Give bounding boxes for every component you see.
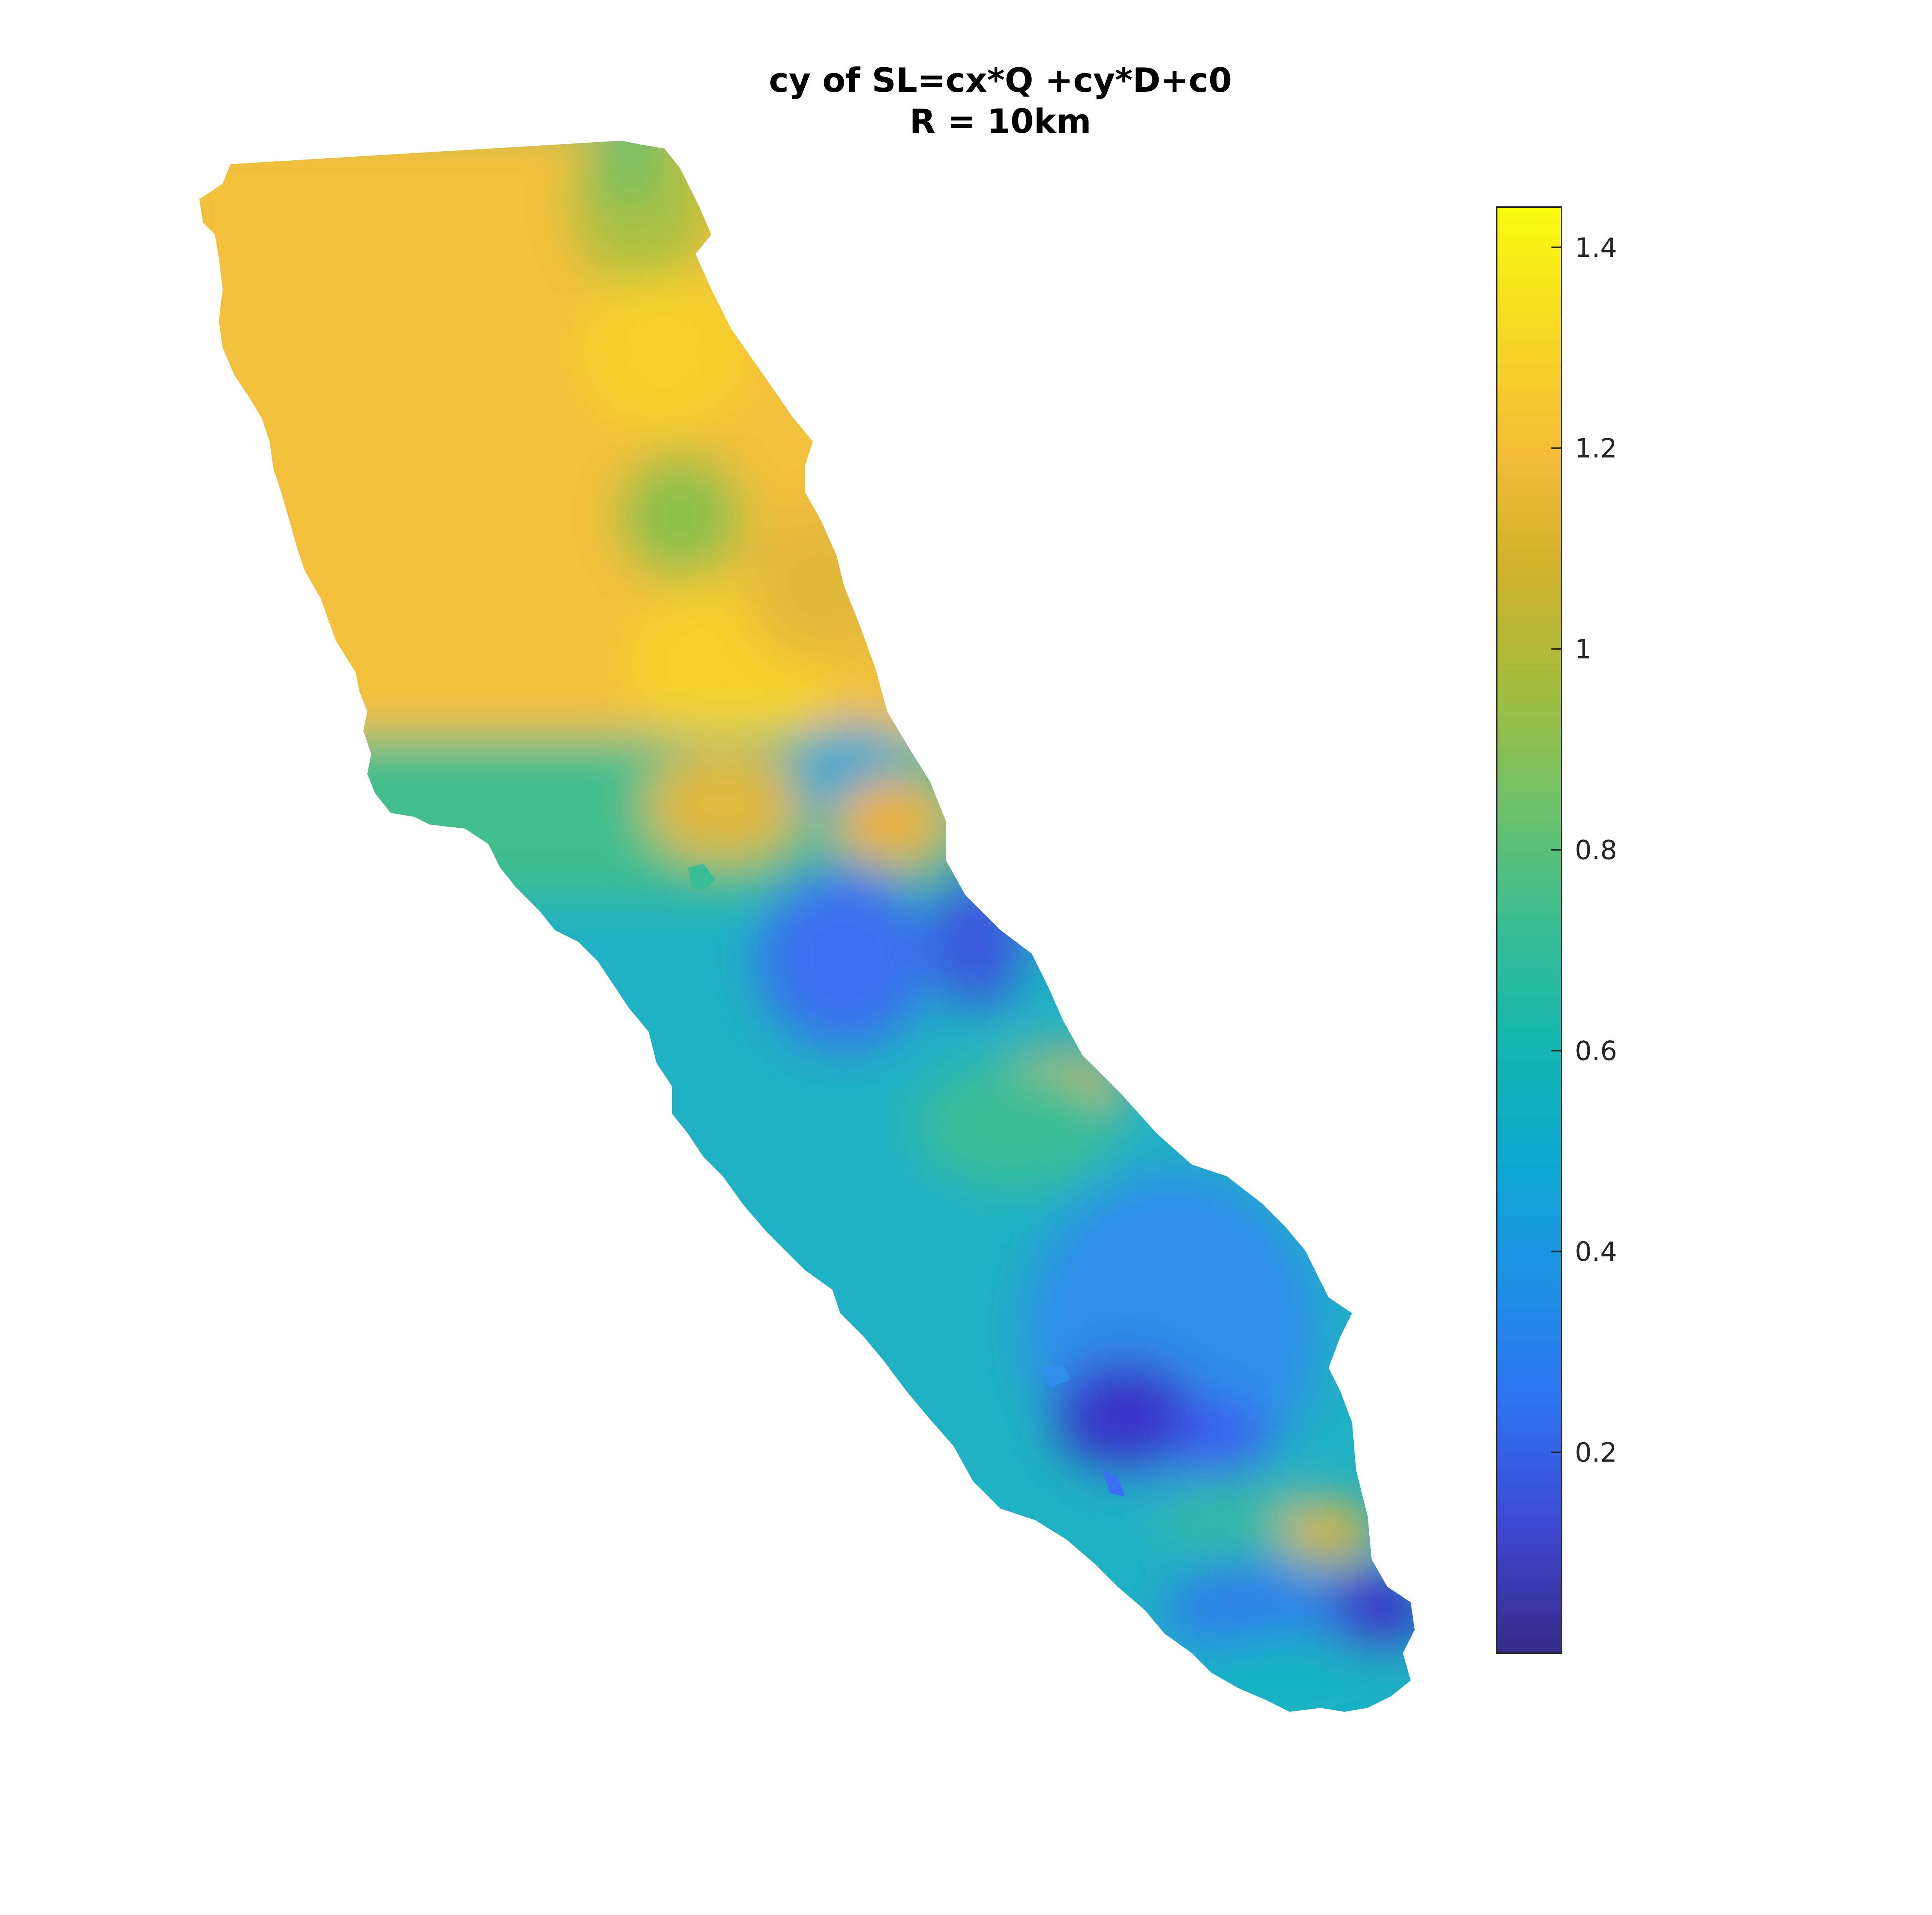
transition-ochre-spot (645, 746, 801, 864)
map-title-line1: cy of SL=cx*Q +cy*D+c0 (769, 61, 1232, 100)
colorbar-tick-label: 1.2 (1575, 433, 1617, 464)
middle-green-band (914, 1063, 1118, 1188)
north-green-spot (617, 453, 742, 578)
colorbar-tick-label: 0.8 (1575, 835, 1617, 866)
colorbar-scale (1496, 206, 1562, 1654)
middle-blue-spot (758, 868, 930, 1047)
south-teal-spot (1157, 1473, 1313, 1559)
islet (934, 1208, 961, 1235)
map-area (199, 141, 1415, 1712)
transition-orange-spot (836, 778, 946, 864)
south-tip-cyan (1188, 1634, 1391, 1712)
colorbar-tick-label: 1.4 (1575, 233, 1617, 263)
south-orange-spot (1282, 1501, 1376, 1563)
island-color-field (199, 141, 1415, 1712)
islet (1039, 1364, 1071, 1387)
middle-blue-spot-2 (930, 868, 1024, 1008)
colorbar-ticks: 0.2 0.4 0.6 0.8 1 1.2 1.4 (1551, 233, 1617, 1468)
north-ochre-spot (742, 508, 899, 664)
colorbar-tick-label: 0.2 (1575, 1437, 1617, 1468)
colorbar-tick-label: 0.6 (1575, 1036, 1617, 1067)
south-blue-spot (1180, 1399, 1266, 1477)
colorbar: 0.2 0.4 0.6 0.8 1 1.2 1.4 (1496, 206, 1617, 1654)
map-title-line2: R = 10km (910, 102, 1091, 141)
south-blue-spot-2 (1165, 1563, 1336, 1657)
south-low-spot (1055, 1360, 1196, 1469)
north-tip-green-2 (586, 141, 664, 199)
island-heatmap (199, 141, 1415, 1712)
islet (1102, 1469, 1125, 1497)
islet (688, 864, 715, 891)
north-tip-green (571, 141, 711, 289)
colorbar-tick-label: 0.4 (1575, 1237, 1617, 1267)
colorbar-tick-label: 1 (1575, 634, 1592, 665)
north-yellow-spot (578, 274, 750, 430)
